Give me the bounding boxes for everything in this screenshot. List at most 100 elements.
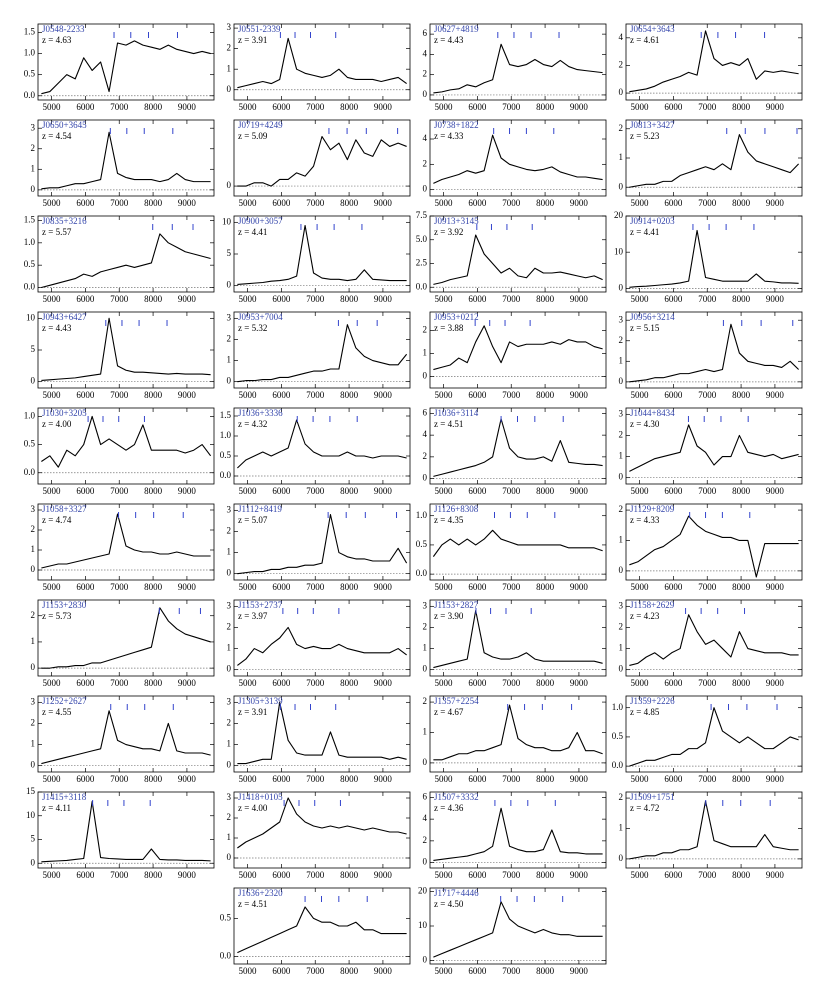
axes-frame	[429, 311, 607, 389]
panel-title: J0650+3645	[42, 120, 87, 130]
x-tick-label: 6000	[664, 486, 683, 496]
panel-subtitle: z = 4.85	[630, 707, 660, 717]
axes-frame	[233, 599, 411, 677]
x-tick-label: 8000	[536, 870, 555, 880]
x-tick-label: 8000	[732, 294, 751, 304]
panel-subtitle: z = 3.90	[434, 611, 464, 621]
x-tick-label: 6000	[664, 390, 683, 400]
x-tick-label: 5000	[631, 582, 650, 592]
panel-subtitle: z = 4.50	[434, 899, 464, 909]
x-tick-label: 8000	[732, 198, 751, 208]
panel-title: J1158+2629	[630, 600, 675, 610]
spectrum-line	[432, 529, 603, 557]
x-tick-label: 9000	[374, 294, 393, 304]
panel-subtitle: z = 4.35	[434, 515, 464, 525]
axes-frame	[429, 407, 607, 485]
x-tick-label: 5000	[43, 774, 62, 784]
plot-area	[433, 807, 603, 861]
x-tick-label: 7000	[306, 390, 325, 400]
spectrum-line	[41, 415, 212, 468]
spectrum-line	[237, 324, 408, 383]
x-tick-label: 5000	[631, 102, 650, 112]
x-tick-label: 5000	[239, 966, 258, 976]
plot-area	[41, 710, 211, 765]
x-tick-label: 7000	[110, 294, 129, 304]
x-tick-label: 9000	[178, 390, 197, 400]
y-tick-label: 0	[227, 84, 232, 94]
x-tick-label: 5000	[435, 870, 454, 880]
x-tick-label: 8000	[144, 486, 163, 496]
panel-subtitle: z = 5.73	[42, 611, 72, 621]
axes-frame	[37, 215, 215, 293]
y-tick-label: 1	[227, 739, 232, 749]
x-tick-label: 6000	[76, 390, 95, 400]
x-tick-label: 6000	[664, 774, 683, 784]
x-tick-label: 8000	[340, 678, 359, 688]
spectrum-line	[433, 134, 603, 184]
y-tick-label: 6	[423, 407, 428, 417]
y-tick-label: 5	[227, 248, 232, 258]
y-tick-label: 0	[31, 760, 36, 770]
x-tick-label: 5000	[435, 198, 454, 208]
x-tick-label: 5000	[631, 294, 650, 304]
panel-title: J1252+2627	[42, 696, 87, 706]
panel-title: J0914+0203	[630, 216, 675, 226]
x-tick-label: 6000	[468, 102, 487, 112]
y-tick-label: 7.5	[416, 210, 428, 220]
panel-subtitle: z = 4.11	[42, 803, 71, 813]
spectrum-line	[433, 43, 603, 94]
panel-title: J0738+1822	[434, 120, 479, 130]
y-tick-label: 20	[418, 886, 428, 896]
panel-subtitle: z = 4.74	[42, 515, 72, 525]
axes-frame	[37, 695, 215, 773]
panel: 0.0 0.5 1.0 1.5 5000 6000 7000 8000 9000 J0548-22…	[24, 23, 215, 112]
x-tick-label: 9000	[374, 678, 393, 688]
plot-area	[237, 906, 407, 954]
y-tick-label: 1.0	[416, 510, 428, 520]
x-tick-label: 8000	[144, 582, 163, 592]
spectrum-line	[237, 419, 407, 469]
x-tick-label: 5000	[631, 870, 650, 880]
y-tick-label: 1.5	[220, 410, 232, 420]
spectrum-line	[433, 610, 603, 669]
x-tick-label: 8000	[340, 102, 359, 112]
axes-frame	[429, 791, 607, 869]
x-tick-label: 7000	[502, 198, 521, 208]
x-tick-label: 7000	[698, 198, 717, 208]
axes-frame	[429, 599, 607, 677]
x-tick-label: 6000	[76, 486, 95, 496]
x-tick-label: 7000	[306, 966, 325, 976]
y-tick-label: 2	[31, 524, 36, 534]
y-tick-label: 0	[423, 857, 428, 867]
x-tick-label: 7000	[502, 582, 521, 592]
x-tick-label: 9000	[766, 198, 785, 208]
x-tick-label: 9000	[766, 102, 785, 112]
plot-area	[237, 419, 407, 469]
x-tick-label: 6000	[272, 198, 291, 208]
panel: 0.0 2.5 5.0 7.5 5000 6000 7000 8000 9000 J0913+31…	[416, 210, 607, 304]
panel-subtitle: z = 3.88	[434, 323, 464, 333]
axes-frame	[37, 599, 215, 677]
x-tick-label: 8000	[340, 774, 359, 784]
x-tick-label: 7000	[306, 102, 325, 112]
spectrum-line	[237, 37, 407, 89]
spectrum-line	[41, 800, 211, 863]
spectrum-line	[41, 607, 211, 669]
axes-frame	[233, 887, 411, 965]
y-tick-label: 0	[423, 184, 428, 194]
x-tick-label: 7000	[110, 582, 129, 592]
x-tick-label: 6000	[272, 870, 291, 880]
y-tick-label: 3	[31, 504, 36, 514]
x-tick-label: 9000	[178, 198, 197, 208]
y-tick-label: 0	[227, 664, 232, 674]
panel-title: J1509+1751	[630, 792, 675, 802]
x-tick-label: 9000	[178, 870, 197, 880]
x-tick-label: 5000	[239, 774, 258, 784]
x-tick-label: 9000	[570, 678, 589, 688]
x-tick-label: 8000	[144, 678, 163, 688]
